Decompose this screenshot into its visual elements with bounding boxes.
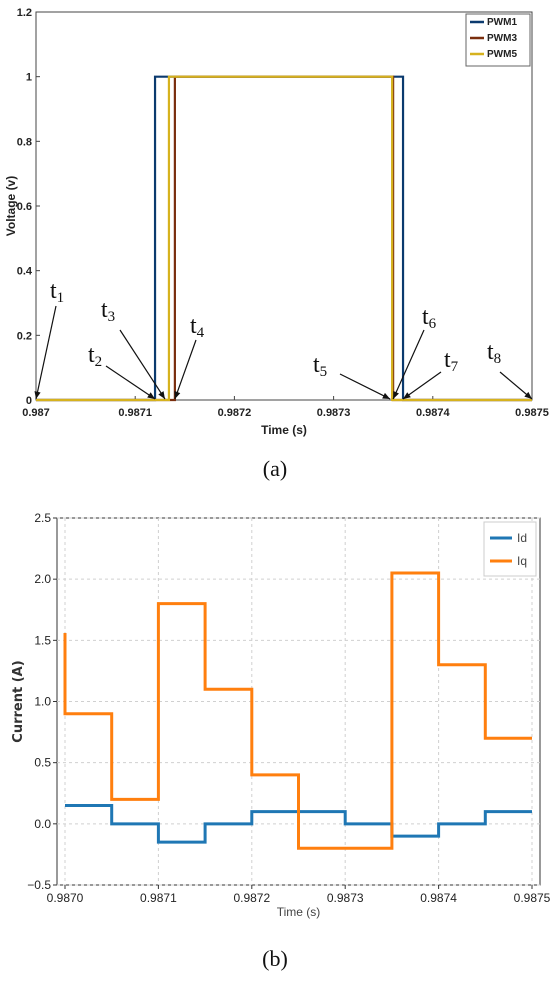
chart-a-ytick-label: 0 (26, 395, 32, 407)
chart-b-ytick-label: −0.5 (27, 878, 51, 892)
annotation-arrow-line (105, 365, 156, 400)
annotation-arrow-head (147, 392, 156, 399)
chart-b-ytick-label: 0.0 (34, 817, 51, 831)
annotation-arrow-line (119, 329, 166, 400)
chart-a-ytick-label: 0.2 (17, 330, 32, 342)
chart-a-ytick-label: 0.6 (17, 201, 32, 213)
caption-b: (b) (262, 946, 288, 971)
chart-a-frame (35, 11, 533, 401)
chart-a-xtick-label: 0.987 (22, 407, 50, 419)
chart-b-xlabel: Time (s) (277, 905, 321, 919)
annotation-arrow-line (339, 373, 391, 400)
chart-b-ytick-label: 1.5 (34, 633, 51, 647)
chart-a-xtick-label: 0.9873 (317, 407, 351, 419)
annotation-arrow-head (403, 392, 411, 399)
annotation-arrow-line (35, 305, 57, 400)
chart-a-xtick-label: 0.9871 (118, 407, 152, 419)
annotation-arrow-line (402, 371, 442, 400)
annotation-arrow-head (34, 391, 41, 399)
chart-b-legend-label: Iq (517, 554, 527, 568)
chart-b-series-iq (63, 571, 532, 850)
chart-b-legend (483, 521, 537, 577)
annotation-arrow-head (524, 391, 532, 399)
chart-b-xtick-label: 0.9872 (233, 891, 270, 905)
chart-b-xtick-label: 0.9874 (420, 891, 457, 905)
annotation-arrow-line (174, 339, 197, 400)
chart-b-ytick-label: 2.5 (34, 511, 51, 525)
chart-a-xlabel: Time (s) (261, 423, 307, 437)
chart-b-xtick-label: 0.9870 (47, 891, 84, 905)
chart-a-legend-label: PWM5 (487, 49, 517, 60)
chart-b-ylabel: Current (A) (11, 660, 26, 742)
chart-b: −0.5 0.0 0.5 1.0 1.5 2.0 2.5 0.9870 0.9871 0.9872… (11, 511, 550, 971)
annotation-arrow-head (158, 391, 165, 399)
chart-b-xtick-label: 0.9873 (327, 891, 364, 905)
chart-b-ytick-label: 2.0 (34, 572, 51, 586)
chart-b-ytick-label: 0.5 (34, 756, 51, 770)
chart-a-ytick-label: 1.2 (17, 7, 32, 19)
caption-a: (a) (263, 456, 287, 481)
chart-a-legend-label: PWM1 (487, 17, 517, 28)
chart-b-xtick-label: 0.9871 (140, 891, 177, 905)
chart-a: 0 0.2 0.4 0.6 0.8 1 1.2 0.987 0.9871 0.9872 0.9873… (4, 7, 549, 481)
chart-b-ytick-label: 1.0 (34, 695, 51, 709)
chart-a-xtick-label: 0.9872 (218, 407, 252, 419)
chart-a-ytick-label: 0.4 (17, 266, 33, 278)
chart-a-ylabel: Voltage (v) (4, 176, 18, 236)
chart-b-xtick-label: 0.9875 (514, 891, 550, 905)
chart-a-xtick-label: 0.9874 (416, 407, 451, 419)
annotation-arrow-line (392, 329, 425, 400)
chart-a-ytick-label: 0.8 (17, 136, 32, 148)
annotation-arrow-head (382, 392, 391, 399)
chart-a-legend-label: PWM3 (487, 33, 517, 44)
chart-b-legend-label: Id (517, 531, 527, 545)
chart-a-ytick-label: 1 (26, 72, 32, 84)
chart-a-series-pwm5 (36, 75, 532, 402)
annotation-arrow-head (174, 391, 181, 399)
chart-a-xtick-label: 0.9875 (515, 407, 549, 419)
annotation-arrow-head (393, 391, 399, 399)
